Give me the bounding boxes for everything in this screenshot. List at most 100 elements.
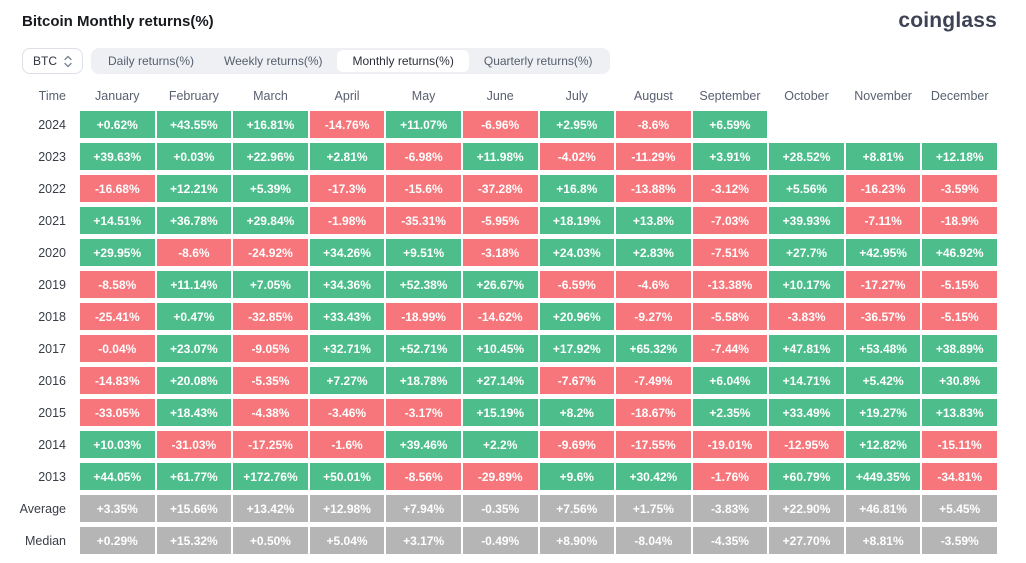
- table-cell: +52.71%: [386, 335, 461, 362]
- table-cell: +39.63%: [80, 143, 155, 170]
- table-cell: +3.91%: [692, 143, 768, 170]
- row-label: 2018: [38, 309, 66, 324]
- coinglass-logo: coinglass: [898, 9, 997, 32]
- table-cell: +11.14%: [156, 271, 232, 298]
- table-cell: -7.11%: [845, 207, 921, 234]
- table-cell: -6.96%: [462, 111, 538, 138]
- row-label: 2023: [38, 149, 66, 164]
- table-cell: +28.52%: [769, 143, 844, 170]
- table-cell: +1.75%: [616, 495, 691, 522]
- row-label: 2014: [38, 437, 66, 452]
- column-header-month: January: [95, 88, 140, 103]
- table-cell: +8.2%: [539, 399, 615, 426]
- row-label: 2019: [38, 277, 66, 292]
- table-cell: +15.32%: [156, 527, 232, 554]
- table-cell-empty: [769, 111, 844, 138]
- table-cell: -13.38%: [692, 271, 768, 298]
- tab-monthly-returns[interactable]: Monthly returns(%): [337, 50, 469, 72]
- table-cell: +46.81%: [845, 495, 921, 522]
- table-cell: +12.21%: [156, 175, 232, 202]
- table-cell: +13.42%: [233, 495, 308, 522]
- controls-bar: BTC Daily returns(%) Weekly returns(%) M…: [22, 48, 997, 74]
- table-cell: -3.59%: [922, 175, 997, 202]
- tab-quarterly-returns[interactable]: Quarterly returns(%): [483, 54, 593, 68]
- table-cell: +19.27%: [845, 399, 921, 426]
- table-cell: +61.77%: [156, 463, 232, 490]
- table-cell: -6.59%: [539, 271, 615, 298]
- table-cell: +7.94%: [386, 495, 461, 522]
- table-cell: +2.35%: [692, 399, 768, 426]
- table-cell: +5.56%: [769, 175, 844, 202]
- monthly-returns-table: Time January February March April May June July…: [19, 85, 997, 554]
- table-cell: +27.7%: [769, 239, 844, 266]
- table-cell: +11.98%: [462, 143, 538, 170]
- table-cell: +20.08%: [156, 367, 232, 394]
- table-cell: -0.49%: [462, 527, 538, 554]
- table-cell: +32.71%: [309, 335, 385, 362]
- table-cell: +14.71%: [769, 367, 844, 394]
- table-cell: -7.49%: [616, 367, 691, 394]
- table-cell: +23.07%: [156, 335, 232, 362]
- row-label: Average: [19, 501, 66, 516]
- table-cell: -35.31%: [386, 207, 461, 234]
- table-cell: -15.6%: [386, 175, 461, 202]
- tab-weekly-returns[interactable]: Weekly returns(%): [224, 54, 323, 68]
- table-cell: +9.6%: [539, 463, 615, 490]
- table-cell: -4.38%: [233, 399, 308, 426]
- table-cell: +2.81%: [309, 143, 385, 170]
- column-header-time: Time: [38, 88, 66, 103]
- table-cell: +7.27%: [309, 367, 385, 394]
- table-cell: +8.90%: [539, 527, 615, 554]
- table-cell: -1.6%: [309, 431, 385, 458]
- table-cell: -18.9%: [922, 207, 997, 234]
- column-header-month: August: [633, 88, 673, 103]
- table-cell: +18.78%: [386, 367, 461, 394]
- topbar: Bitcoin Monthly returns(%) coinglass: [22, 8, 997, 34]
- table-cell: -16.68%: [80, 175, 155, 202]
- table-cell: -7.03%: [692, 207, 768, 234]
- table-cell: -3.18%: [462, 239, 538, 266]
- table-cell: +60.79%: [769, 463, 844, 490]
- table-cell: -8.04%: [616, 527, 691, 554]
- table-cell: -3.59%: [922, 527, 997, 554]
- table-cell: +10.17%: [769, 271, 844, 298]
- table-cell: -9.27%: [616, 303, 691, 330]
- table-cell: +38.89%: [922, 335, 997, 362]
- table-cell: -3.83%: [769, 303, 844, 330]
- column-header-month: July: [565, 88, 588, 103]
- table-cell: -14.83%: [80, 367, 155, 394]
- table-cell: -17.25%: [233, 431, 308, 458]
- table-cell: +16.8%: [539, 175, 615, 202]
- table-cell: +24.03%: [539, 239, 615, 266]
- table-cell: -14.62%: [462, 303, 538, 330]
- table-cell: -3.83%: [692, 495, 768, 522]
- table-cell: -4.35%: [692, 527, 768, 554]
- table-cell: -3.46%: [309, 399, 385, 426]
- table-cell: -3.12%: [692, 175, 768, 202]
- table-cell: +7.05%: [233, 271, 308, 298]
- column-header-month: December: [930, 88, 989, 103]
- table-cell: +53.48%: [845, 335, 921, 362]
- table-cell: -31.03%: [156, 431, 232, 458]
- table-cell: +33.49%: [769, 399, 844, 426]
- table-cell: -18.67%: [616, 399, 691, 426]
- table-cell: +0.03%: [156, 143, 232, 170]
- table-cell: -9.69%: [539, 431, 615, 458]
- table-cell: +5.42%: [845, 367, 921, 394]
- coin-select[interactable]: BTC: [22, 48, 83, 74]
- table-cell: +0.29%: [80, 527, 155, 554]
- table-cell: +0.47%: [156, 303, 232, 330]
- page-title: Bitcoin Monthly returns(%): [22, 12, 214, 30]
- table-cell: +13.8%: [616, 207, 691, 234]
- table-cell: +8.81%: [845, 143, 921, 170]
- returns-tabs: Daily returns(%) Weekly returns(%) Month…: [91, 48, 610, 74]
- table-cell: -4.6%: [616, 271, 691, 298]
- column-header-month: April: [334, 88, 360, 103]
- table-cell: -5.58%: [692, 303, 768, 330]
- table-cell: +17.92%: [539, 335, 615, 362]
- tab-daily-returns[interactable]: Daily returns(%): [108, 54, 195, 68]
- table-cell: +22.90%: [769, 495, 844, 522]
- table-cell-empty: [846, 111, 921, 138]
- table-cell: -36.57%: [845, 303, 921, 330]
